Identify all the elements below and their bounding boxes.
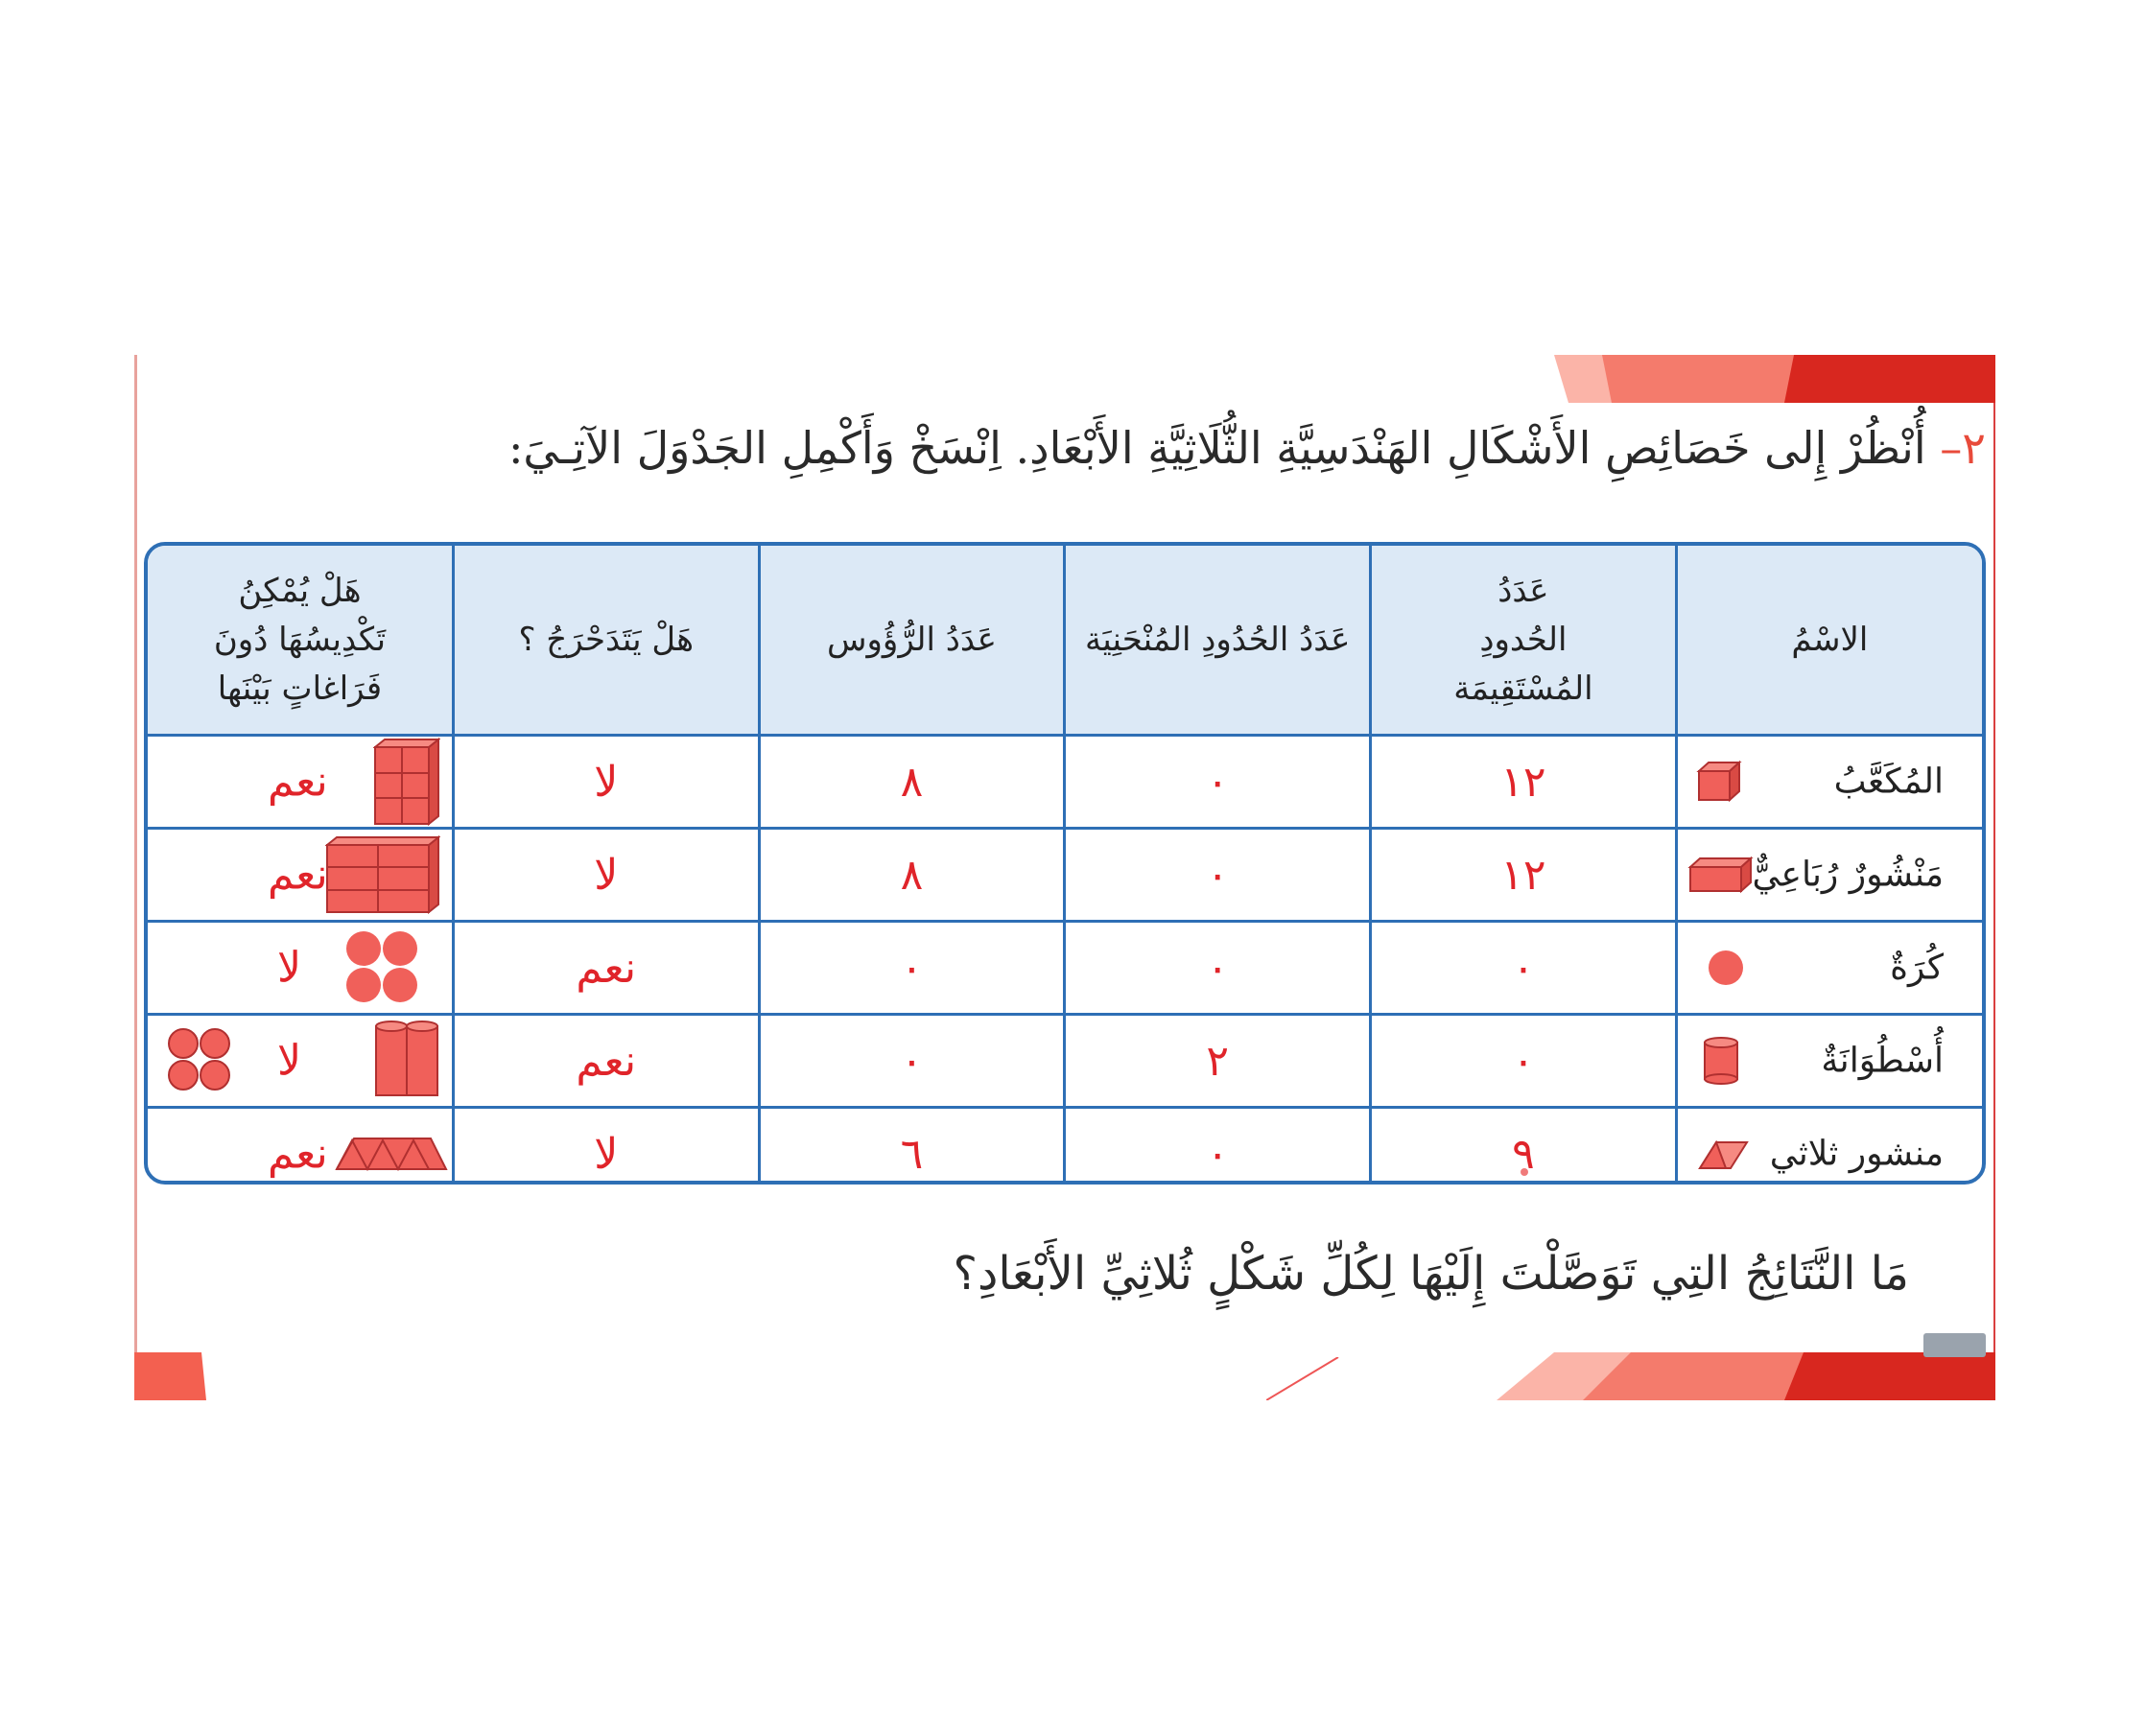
vertices-cell: ٨ [757, 827, 1067, 923]
stacked-spheres-icon [346, 931, 417, 1002]
name-cell: منشور ثلاثي [1674, 1106, 1982, 1181]
rectangular-prism-icon [1687, 856, 1754, 894]
cube-icon [1696, 760, 1742, 803]
name-cell: المُكَعَّبُ [1674, 734, 1982, 830]
rolls-cell: لا [451, 827, 761, 923]
stacked-cylinders-icon [375, 1020, 438, 1096]
straight-edges-cell: ١٢ [1369, 827, 1678, 923]
stack-cell: نعم [148, 1106, 455, 1181]
curved-edges-cell: ٠ [1063, 920, 1373, 1016]
frame-left-line [134, 355, 137, 1400]
stack-cell: لا [148, 1013, 455, 1109]
decorative-top-banner [1554, 355, 1995, 403]
annotation-dot [1521, 1168, 1529, 1176]
frame-right-line [1993, 355, 1995, 1400]
name-cell: مَنْشُورٌ رُبَاعِيٌّ [1674, 827, 1982, 923]
straight-edges-cell: ١٢ [1369, 734, 1678, 830]
vertices-cell: ٨ [757, 734, 1067, 830]
straight-edges-cell: ٠ [1369, 920, 1678, 1016]
slide: ٢– أُنْظُرْ إِلى خَصَائِصِ الأَشْكَالِ ا… [134, 355, 1995, 1400]
rolls-cell: نعم [451, 1013, 761, 1109]
properties-table: الاسْمُ عَدَدُ الحُدودِ المُسْتَقِيمَة ع… [144, 542, 1986, 1185]
table-row: كُرَةٌ ٠ ٠ ٠ نعم لا [148, 920, 1982, 1016]
shape-name: المُكَعَّبُ [1833, 762, 1944, 802]
shape-name: أُسْطُوَانَةٌ [1821, 1041, 1944, 1081]
stacked-prisms-icon [325, 835, 440, 914]
curved-edges-cell: ٠ [1063, 1106, 1373, 1181]
title-text: أُنْظُرْ إِلى خَصَائِصِ الأَشْكَالِ الهَ… [507, 422, 1926, 474]
rolls-cell: لا [451, 734, 761, 830]
name-cell: أُسْطُوَانَةٌ [1674, 1013, 1982, 1109]
header-curved-edges: عَدَدُ الحُدُودِ المُنْحَنِيَة [1063, 546, 1373, 737]
header-stack: هَلْ يُمْكِنُ تَكْدِيسُهَا دُونَ فَرَاغا… [148, 546, 455, 737]
header-vertices: عَدَدُ الرُّؤُوس [757, 546, 1067, 737]
straight-edges-cell: ٠ [1369, 1013, 1678, 1109]
decorative-bottom-right [1497, 1352, 1995, 1400]
page-title: ٢– أُنْظُرْ إِلى خَصَائِصِ الأَشْكَالِ ا… [489, 422, 1986, 474]
triangular-prism-icon [1697, 1139, 1749, 1169]
stack-cell: لا [148, 920, 455, 1016]
header-straight-edges: عَدَدُ الحُدودِ المُسْتَقِيمَة [1369, 546, 1678, 737]
rolls-cell: لا [451, 1106, 761, 1181]
rolls-cell: نعم [451, 920, 761, 1016]
table-row: مَنْشُورٌ رُبَاعِيٌّ ١٢ ٠ ٨ لا نعم [148, 827, 1982, 923]
vertices-cell: ٠ [757, 1013, 1067, 1109]
shape-name: مَنْشُورٌ رُبَاعِيٌّ [1752, 855, 1944, 895]
curved-edges-cell: ٠ [1063, 734, 1373, 830]
shape-name: كُرَةٌ [1890, 948, 1944, 988]
decorative-diagonal-line [1266, 1357, 1339, 1400]
decorative-bottom-left [134, 1352, 206, 1400]
slide-controls-icon[interactable] [1923, 1333, 1986, 1357]
curved-edges-cell: ٢ [1063, 1013, 1373, 1109]
straight-edges-cell: ٩ [1369, 1106, 1678, 1181]
header-rolls: هَلْ يَتَدَحْرَجُ ؟ [451, 546, 761, 737]
table-row: منشور ثلاثي ٩ ٠ ٦ لا نعم [148, 1106, 1982, 1181]
stack-cell: نعم [148, 734, 455, 830]
stacked-cubes-icon [373, 738, 440, 826]
shape-name: منشور ثلاثي [1769, 1134, 1944, 1174]
sphere-icon [1708, 950, 1743, 985]
table-header-row: الاسْمُ عَدَدُ الحُدودِ المُسْتَقِيمَة ع… [148, 546, 1982, 737]
curved-edges-cell: ٠ [1063, 827, 1373, 923]
table-row: أُسْطُوَانَةٌ ٠ ٢ ٠ نعم لا [148, 1013, 1982, 1109]
table-row: المُكَعَّبُ ١٢ ٠ ٨ لا نعم [148, 734, 1982, 830]
question-text: مَا النَّتَائِجُ التِي تَوَصَّلْتَ إِلَي… [953, 1247, 1909, 1301]
cylinder-top-view-icon [168, 1028, 230, 1091]
vertices-cell: ٠ [757, 920, 1067, 1016]
name-cell: كُرَةٌ [1674, 920, 1982, 1016]
cylinder-icon [1703, 1037, 1738, 1085]
stacked-triangular-prisms-icon [335, 1138, 448, 1172]
vertices-cell: ٦ [757, 1106, 1067, 1181]
header-name: الاسْمُ [1674, 546, 1982, 737]
stack-cell: نعم [148, 827, 455, 923]
question-number: ٢– [1940, 422, 1986, 474]
